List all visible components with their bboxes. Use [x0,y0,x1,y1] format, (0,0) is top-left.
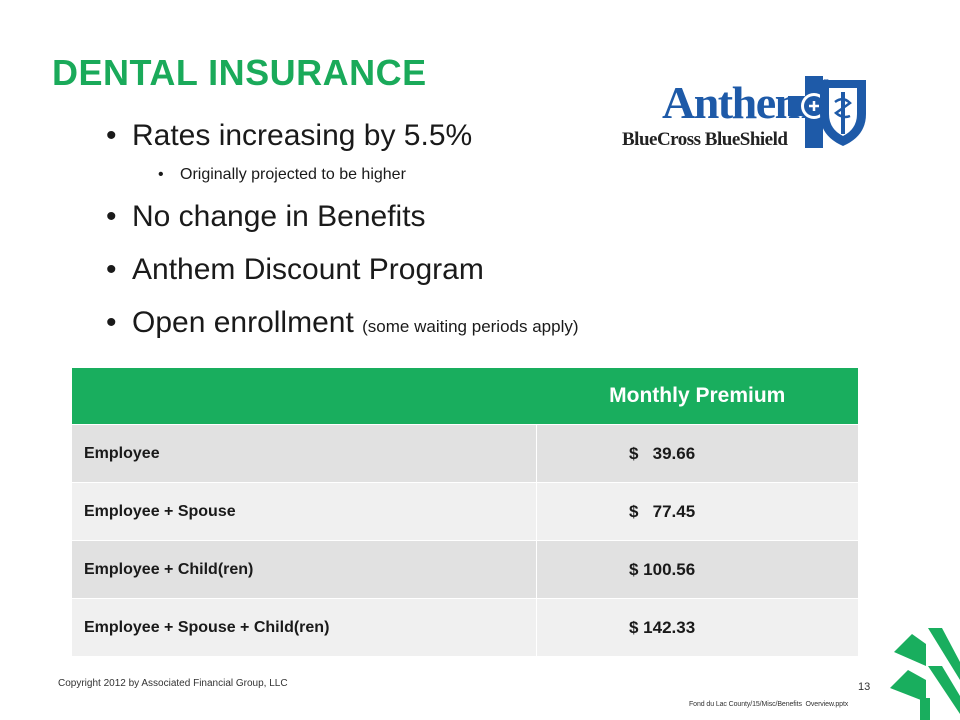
premium-amount: $ 142.33 [536,598,858,656]
table-row: Employee $ 39.66 [72,424,858,483]
bullet-open-enrollment: Open enrollment (some waiting periods ap… [106,305,666,345]
tier-label: Employee + Child(ren) [72,540,537,599]
slide-title: DENTAL INSURANCE [52,52,427,93]
tier-label: Employee + Spouse + Child(ren) [72,598,537,656]
bullet-benefits: No change in Benefits [106,199,666,235]
tier-label: Employee + Spouse [72,482,537,541]
table-row: Employee + Child(ren) $ 100.56 [72,540,858,599]
header-empty-cell [72,368,537,425]
bullet-note: (some waiting periods apply) [362,317,579,336]
table-row: Employee + Spouse + Child(ren) $ 142.33 [72,598,858,656]
bullet-rates: Rates increasing by 5.5% [106,118,666,154]
premium-amount: $ 100.56 [536,540,858,599]
table-header-row: Monthly Premium [72,368,858,425]
file-path: Fond du Lac County/15/Misc/Benefits Over… [689,701,849,708]
anthem-logo: Anthem.® BlueCross BlueShield [622,74,870,154]
premium-table: Monthly Premium Employee $ 39.66 Employe… [72,368,858,656]
table-row: Employee + Spouse $ 77.45 [72,482,858,541]
tree-logo-icon [890,628,960,720]
sub-bullet-projection: Originally projected to be higher [158,165,666,185]
blue-shield-icon [820,80,866,146]
page-number: 13 [858,681,871,693]
premium-amount: $ 39.66 [536,424,858,483]
bullet-discount-program: Anthem Discount Program [106,252,666,288]
bullet-list: Rates increasing by 5.5% Originally proj… [106,118,666,362]
premium-amount: $ 77.45 [536,482,858,541]
header-monthly-premium: Monthly Premium [536,368,858,425]
copyright-text: Copyright 2012 by Associated Financial G… [58,678,288,689]
tier-label: Employee [72,424,537,483]
bcbs-wordmark: BlueCross BlueShield [622,129,788,150]
